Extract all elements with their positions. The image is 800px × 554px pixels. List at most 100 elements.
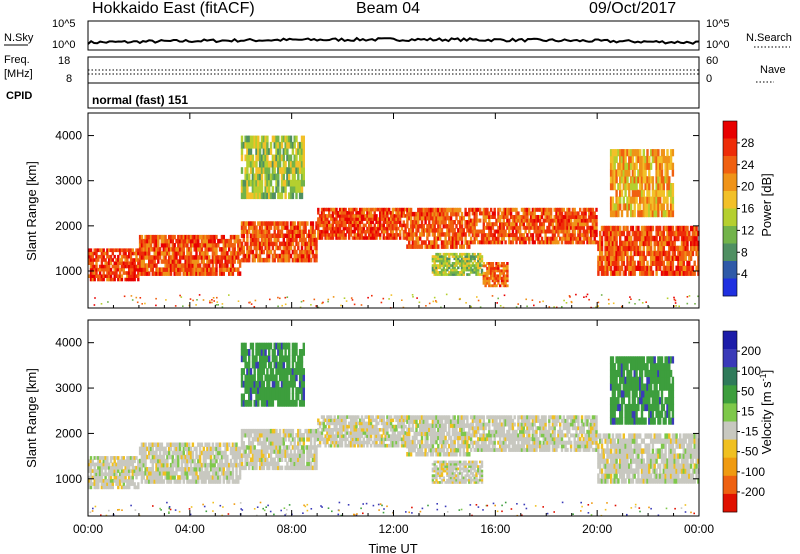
- echo-cell: [273, 141, 276, 149]
- echo-cell: [502, 271, 505, 275]
- echo-cell: [660, 203, 664, 211]
- echo-cell: [184, 446, 187, 452]
- echo-cell: [348, 211, 351, 215]
- echo-cell: [102, 485, 105, 490]
- echo-cell: [542, 211, 545, 216]
- echo-cell: [453, 252, 456, 256]
- echo-cell: [429, 215, 433, 221]
- echo-cell: [373, 236, 376, 240]
- echo-cell: [197, 247, 200, 252]
- echo-cell: [295, 257, 298, 263]
- echo-cell: [117, 261, 120, 265]
- echo-cell: [166, 467, 169, 472]
- colorbar-tick-label: 24: [741, 158, 755, 172]
- echo-cell: [633, 210, 636, 218]
- echo-cell: [615, 265, 618, 271]
- echo-cell: [249, 433, 253, 438]
- echo-cell: [584, 236, 587, 241]
- echo-cell: [331, 226, 335, 231]
- echo-cell: [489, 262, 493, 265]
- echo-cell: [218, 263, 222, 268]
- echo-cell: [253, 135, 256, 143]
- echo-cell: [122, 248, 125, 253]
- echo-cell: [240, 445, 244, 450]
- echo-cell: [168, 479, 171, 484]
- echo-cell: [288, 249, 291, 255]
- echo-cell: [455, 268, 458, 272]
- echo-cell: [320, 229, 324, 234]
- echo-cell: [242, 225, 245, 230]
- echo-cell: [133, 277, 136, 282]
- echo-speck: [465, 302, 467, 304]
- echo-cell: [226, 454, 229, 460]
- echo-cell: [318, 229, 322, 234]
- echo-cell: [479, 266, 482, 270]
- echo-cell: [497, 276, 500, 280]
- echo-cell: [604, 250, 607, 257]
- echo-cell: [188, 251, 191, 256]
- echo-speck: [322, 301, 324, 304]
- echo-cell: [629, 183, 633, 191]
- echo-cell: [628, 189, 631, 197]
- echo-cell: [109, 472, 113, 477]
- echo-cell: [593, 225, 596, 230]
- echo-cell: [659, 250, 662, 257]
- echo-speck: [561, 306, 563, 308]
- echo-cell: [118, 475, 122, 480]
- echo-cell: [95, 469, 98, 473]
- echo-cell: [215, 475, 218, 480]
- echo-cell: [182, 442, 185, 447]
- echo-cell: [582, 215, 585, 219]
- echo-cell: [284, 445, 287, 450]
- echo-cell: [671, 210, 675, 218]
- echo-cell: [297, 253, 300, 259]
- echo-cell: [489, 276, 493, 280]
- echo-cell: [335, 223, 338, 228]
- echo-cell: [604, 265, 607, 271]
- echo-cell: [497, 262, 500, 265]
- radar-title: Hokkaido East (fitACF): [92, 0, 255, 17]
- echo-cell: [488, 211, 491, 216]
- echo-cell: [133, 274, 136, 278]
- echo-cell: [278, 221, 282, 226]
- echo-cell: [428, 211, 431, 217]
- echo-cell: [138, 267, 142, 272]
- echo-cell: [340, 214, 344, 218]
- echo-cell: [162, 234, 165, 240]
- echo-cell: [566, 233, 569, 238]
- echo-cell: [346, 229, 349, 234]
- echo-cell: [486, 211, 489, 216]
- echo-cell: [415, 232, 418, 237]
- echo-cell: [486, 236, 489, 241]
- echo-cell: [106, 482, 109, 486]
- echo-cell: [142, 255, 145, 260]
- echo-cell: [539, 225, 542, 230]
- echo-cell: [175, 450, 178, 456]
- echo-cell: [251, 449, 255, 454]
- echo-cell: [609, 235, 613, 242]
- echo-cell: [631, 183, 635, 191]
- echo-cell: [491, 264, 495, 268]
- echo-cell: [248, 160, 251, 168]
- echo-cell: [577, 236, 580, 241]
- echo-cell: [124, 472, 127, 477]
- echo-cell: [420, 207, 424, 213]
- echo-cell: [258, 249, 262, 255]
- echo-cell: [89, 465, 93, 470]
- echo-cell: [182, 255, 185, 260]
- echo-cell: [493, 215, 496, 219]
- echo-cell: [446, 215, 449, 221]
- echo-cell: [486, 279, 489, 283]
- echo-cell: [362, 223, 365, 228]
- echo-cell: [260, 135, 264, 143]
- echo-cell: [637, 169, 640, 177]
- echo-cell: [88, 485, 91, 490]
- echo-cell: [351, 214, 355, 218]
- echo-cell: [124, 264, 127, 269]
- echo-speck: [107, 301, 109, 303]
- echo-cell: [429, 228, 433, 233]
- echo-cell: [320, 233, 324, 237]
- echo-cell: [575, 225, 578, 230]
- echo-cell: [164, 458, 167, 464]
- echo-cell: [615, 270, 618, 276]
